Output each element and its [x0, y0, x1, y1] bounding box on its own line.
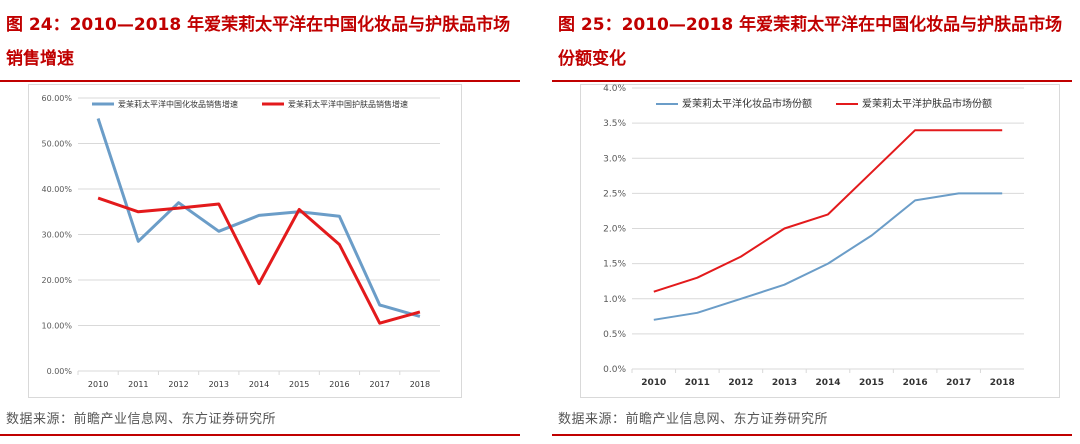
y-tick-label: 3.5% — [603, 119, 626, 129]
y-tick-label: 50.00% — [41, 140, 72, 149]
x-tick-label: 2013 — [772, 378, 797, 388]
x-tick-label: 2015 — [289, 380, 309, 389]
chart-title: 图 25：2010—2018 年爱茉莉太平洋在中国化妆品与护肤品市场份额变化 — [558, 15, 1063, 69]
x-tick-label: 2014 — [815, 378, 840, 388]
y-tick-label: 40.00% — [41, 185, 72, 194]
y-tick-label: 3.0% — [603, 154, 626, 164]
chart-title: 图 24：2010—2018 年爱茉莉太平洋在中国化妆品与护肤品市场销售增速 — [6, 15, 511, 69]
source-note: 数据来源：前瞻产业信息网、东方证券研究所 — [558, 412, 829, 427]
x-tick-label: 2012 — [728, 378, 753, 388]
chart-panel-left: 图 24：2010—2018 年爱茉莉太平洋在中国化妆品与护肤品市场销售增速 0… — [0, 0, 525, 444]
legend-label: 爱茉莉太平洋护肤品市场份额 — [862, 97, 992, 110]
series-line-red — [653, 129, 1003, 293]
x-tick-label: 2011 — [128, 380, 148, 389]
y-tick-label: 60.00% — [41, 94, 72, 103]
source-note: 数据来源：前瞻产业信息网、东方证券研究所 — [6, 412, 277, 427]
line-chart-market-share: 0.0% 0.5% 1.0% 1.5% 2.0% 2.5% 3.0% 3.5% 4.0% 2010… — [603, 84, 1024, 388]
x-tick-label: 2017 — [946, 378, 971, 388]
x-tick-label: 2010 — [88, 380, 108, 389]
y-tick-label: 0.00% — [47, 367, 73, 376]
legend-label: 爱茉莉太平洋化妆品市场份额 — [682, 97, 812, 110]
y-tick-label: 10.00% — [41, 322, 72, 331]
series-line-blue — [653, 192, 1003, 321]
title-divider — [552, 80, 1072, 82]
plot-frame — [28, 84, 462, 398]
y-tick-label: 1.5% — [603, 260, 626, 270]
x-tick-label: 2014 — [249, 380, 269, 389]
series-line-red — [97, 196, 421, 325]
series-line-blue — [96, 118, 421, 318]
x-tick-label: 2012 — [168, 380, 188, 389]
legend-label: 爱茉莉太平洋中国护肤品销售增速 — [288, 99, 408, 109]
x-tick-label: 2013 — [209, 380, 229, 389]
chart-panel-right: 图 25：2010—2018 年爱茉莉太平洋在中国化妆品与护肤品市场份额变化 0… — [552, 0, 1080, 444]
x-tick-label: 2018 — [990, 378, 1015, 388]
y-tick-label: 2.5% — [603, 189, 626, 199]
bottom-divider — [552, 434, 1072, 436]
y-tick-label: 0.0% — [603, 365, 626, 375]
y-tick-label: 30.00% — [41, 231, 72, 240]
y-tick-label: 4.0% — [603, 84, 626, 94]
bottom-divider — [0, 434, 520, 436]
y-tick-label: 20.00% — [41, 276, 72, 285]
line-chart-sales-growth: 0.00% 10.00% 20.00% 30.00% 40.00% 50.00% 60.00… — [41, 94, 440, 389]
x-tick-label: 2017 — [369, 380, 389, 389]
y-tick-label: 0.5% — [603, 330, 626, 340]
x-tick-label: 2015 — [859, 378, 884, 388]
x-tick-label: 2016 — [329, 380, 349, 389]
title-divider — [0, 80, 520, 82]
x-tick-label: 2016 — [903, 378, 928, 388]
y-tick-label: 1.0% — [603, 295, 626, 305]
x-tick-label: 2018 — [410, 380, 430, 389]
x-tick-label: 2010 — [641, 378, 666, 388]
plot-frame — [580, 84, 1060, 398]
legend-label: 爱茉莉太平洋中国化妆品销售增速 — [118, 99, 238, 109]
x-tick-label: 2011 — [685, 378, 710, 388]
y-tick-label: 2.0% — [603, 225, 626, 235]
